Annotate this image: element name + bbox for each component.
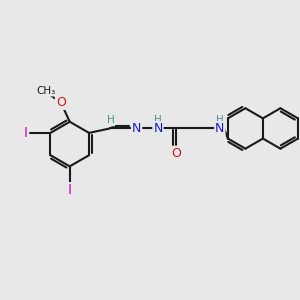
Text: O: O <box>56 96 66 109</box>
Text: I: I <box>23 126 27 140</box>
Text: H: H <box>216 116 224 125</box>
Text: CH₃: CH₃ <box>36 85 56 96</box>
Text: O: O <box>171 147 181 160</box>
Text: H: H <box>106 116 114 125</box>
Text: N: N <box>132 122 141 135</box>
Text: I: I <box>68 183 72 197</box>
Text: N: N <box>153 122 163 135</box>
Text: H: H <box>154 116 162 125</box>
Text: N: N <box>215 122 224 135</box>
